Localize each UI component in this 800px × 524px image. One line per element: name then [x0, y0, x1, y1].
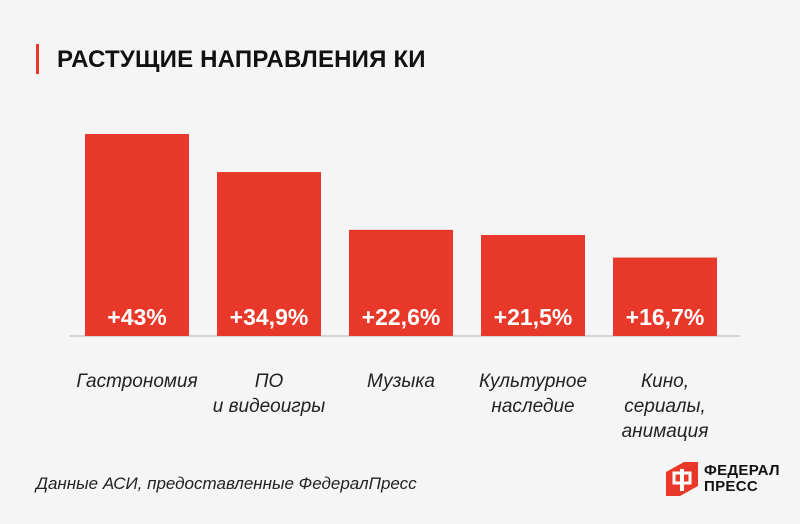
- bar-2: [349, 229, 453, 336]
- federalpress-logo-icon: [666, 462, 698, 496]
- logo-line-2: ПРЕСС: [704, 478, 758, 495]
- bar-0: [85, 134, 189, 336]
- federalpress-logo: ФЕДЕРАЛ ПРЕСС: [666, 462, 780, 496]
- data-label-3: +21,5%: [494, 304, 573, 330]
- logo-line-1: ФЕДЕРАЛ: [704, 462, 780, 479]
- category-label-3-0: Культурное: [479, 371, 587, 392]
- bar-chart: +43% Гастрономия +34,9% ПО и видеоигры +22,6%…: [70, 134, 740, 442]
- source-note: Данные АСИ, предоставленные ФедералПресс: [36, 474, 417, 493]
- category-label-2-0: Музыка: [367, 371, 435, 392]
- category-label-4-1: сериалы,: [624, 396, 706, 417]
- chart-title: РАСТУЩИЕ НАПРАВЛЕНИЯ КИ: [57, 46, 426, 73]
- category-label-4-2: анимация: [622, 421, 709, 442]
- category-label-4-0: Кино,: [641, 371, 689, 392]
- category-label-3-1: наследие: [491, 396, 574, 417]
- category-label-0-0: Гастрономия: [76, 371, 197, 392]
- bar-3: [481, 235, 585, 336]
- data-label-1: +34,9%: [230, 304, 309, 330]
- data-label-2: +22,6%: [362, 304, 441, 330]
- category-label-1-1: и видеоигры: [213, 396, 325, 417]
- title-accent-bar: [36, 44, 39, 74]
- bar-4: [613, 257, 717, 336]
- bar-1: [217, 172, 321, 336]
- data-label-0: +43%: [107, 304, 166, 330]
- category-label-1-0: ПО: [255, 371, 284, 392]
- data-label-4: +16,7%: [626, 304, 705, 330]
